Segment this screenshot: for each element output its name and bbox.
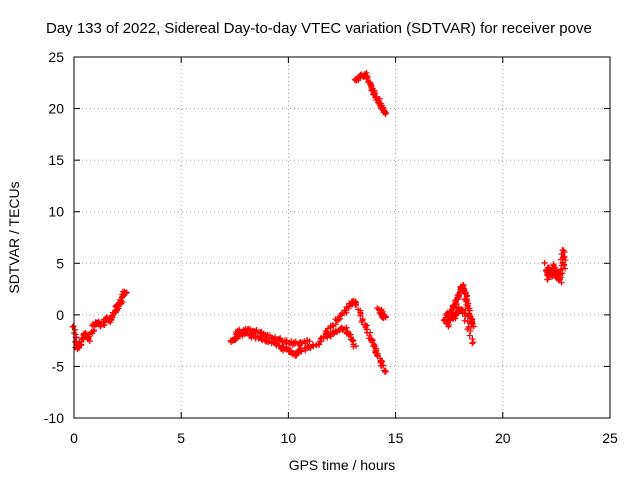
data-point	[317, 335, 324, 342]
data-point	[272, 333, 279, 340]
data-point	[298, 348, 305, 355]
y-tick-label: -5	[52, 358, 65, 374]
series-fall-13.2-14.5h	[355, 306, 389, 376]
data-point	[444, 321, 451, 328]
data-point	[374, 352, 381, 359]
series-cluster-17.3-18.6h-lower	[443, 304, 477, 347]
data-point	[442, 314, 449, 321]
x-tick-label: 5	[177, 430, 185, 446]
data-point	[382, 314, 389, 321]
data-point	[370, 343, 377, 350]
series-high-13.1-14.5h	[351, 69, 389, 118]
series-rise-11.5-13.2h	[317, 298, 360, 342]
data-point	[466, 332, 473, 339]
data-point	[469, 340, 476, 347]
data-point	[372, 94, 379, 101]
data-point	[378, 362, 385, 369]
y-tick-label: 25	[48, 49, 64, 65]
y-tick-label: 0	[56, 307, 64, 323]
series-arc-11.8-13.1h	[322, 324, 360, 350]
data-point	[79, 334, 86, 341]
data-point	[363, 74, 370, 81]
data-point	[329, 322, 336, 329]
data-point	[307, 344, 314, 351]
x-tick-label: 10	[281, 430, 297, 446]
data-point	[109, 312, 116, 319]
data-point	[557, 276, 564, 283]
series-cluster-0-2.4h	[69, 288, 130, 353]
data-point	[335, 316, 342, 323]
x-tick-label: 25	[602, 430, 618, 446]
data-point	[359, 317, 366, 324]
data-point	[561, 261, 568, 268]
data-point	[469, 320, 476, 327]
data-point	[353, 343, 360, 350]
y-tick-label: -10	[44, 410, 64, 426]
series-cluster-22-22.9h	[541, 247, 569, 286]
series-cluster-7-11.5h-upper	[232, 325, 313, 349]
data-point	[464, 318, 471, 325]
data-point	[287, 347, 294, 354]
y-axis-title: SDTVAR / TECUs	[6, 181, 22, 293]
data-point	[316, 341, 323, 348]
plot-frame	[73, 56, 611, 419]
grid-lines	[74, 57, 610, 418]
y-tick-label: 10	[48, 204, 64, 220]
x-tick-label: 20	[495, 430, 511, 446]
data-point	[562, 265, 569, 272]
data-point	[470, 339, 477, 346]
data-point	[279, 338, 286, 345]
x-tick-label: 0	[70, 430, 78, 446]
data-point	[306, 338, 313, 345]
x-axis-title: GPS time / hours	[289, 457, 396, 473]
data-point	[461, 310, 468, 317]
data-point	[117, 297, 124, 304]
y-tick-label: 20	[48, 101, 64, 117]
data-point	[342, 307, 349, 314]
data-point	[349, 337, 356, 344]
data-point	[327, 333, 334, 340]
data-point	[464, 326, 471, 333]
data-point	[462, 313, 469, 320]
data-point	[97, 322, 104, 329]
data-point	[371, 91, 378, 98]
x-tick-label: 15	[388, 430, 404, 446]
y-tick-label: 15	[48, 152, 64, 168]
data-point	[323, 329, 330, 336]
data-point	[87, 329, 94, 336]
data-point	[382, 111, 389, 118]
data-point	[371, 90, 378, 97]
data-point	[541, 259, 548, 266]
data-point	[324, 325, 331, 332]
y-tick-label: 5	[56, 255, 64, 271]
series-short-14.4h	[374, 305, 389, 322]
data-point	[558, 279, 565, 286]
data-point	[352, 301, 359, 308]
data-points	[69, 69, 569, 376]
data-point	[557, 266, 564, 273]
data-point	[357, 312, 364, 319]
data-point	[302, 347, 309, 354]
data-point	[382, 369, 389, 376]
data-point	[467, 328, 474, 335]
series-cluster-17.3-18.6h	[440, 281, 477, 330]
data-point	[559, 270, 566, 277]
data-point	[123, 289, 130, 296]
data-point	[275, 336, 282, 343]
chart-title: Day 133 of 2022, Sidereal Day-to-day VTE…	[46, 20, 592, 37]
data-point	[551, 266, 558, 273]
axis-ticks: 0 5 10 15 20 25 -10 -5 0 5 10 15 20 25	[44, 49, 618, 446]
data-point	[340, 326, 347, 333]
data-point	[367, 329, 374, 336]
data-point	[561, 249, 568, 256]
data-point	[310, 343, 317, 350]
